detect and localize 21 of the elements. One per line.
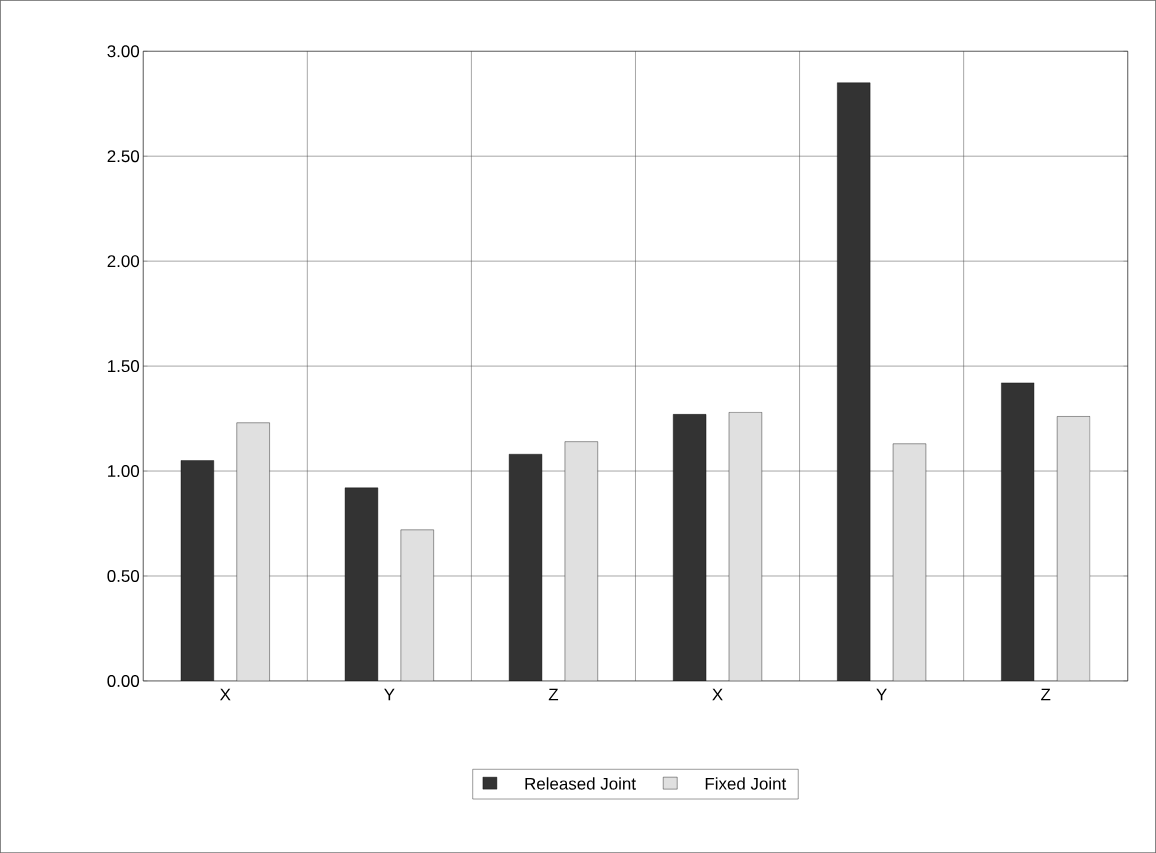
y-tick-label: 1.00 (108, 464, 140, 477)
bar (508, 453, 543, 681)
bar (1001, 382, 1035, 681)
x-tick-label: Z (548, 688, 559, 701)
y-tick-label: 3.00 (107, 45, 140, 58)
y-tick-label: 0.00 (107, 674, 140, 687)
y-tick-label: 2.00 (107, 255, 140, 268)
x-tick-label: Y (384, 688, 395, 701)
y-tick-label: 2.50 (107, 150, 140, 163)
x-tick-label: Z (1041, 688, 1051, 701)
x-tick-label: Y (876, 688, 887, 701)
legend-label: Released Joint (525, 777, 636, 790)
bar (837, 82, 871, 681)
x-tick-label: X (712, 688, 723, 701)
y-tick-label: 0.50 (107, 569, 140, 582)
bar (180, 460, 214, 681)
bar (344, 487, 379, 681)
bar (673, 414, 707, 681)
legend-label: Fixed Joint (705, 777, 787, 790)
x-tick-label: X (220, 688, 231, 701)
y-tick-label: 1.50 (108, 360, 140, 373)
